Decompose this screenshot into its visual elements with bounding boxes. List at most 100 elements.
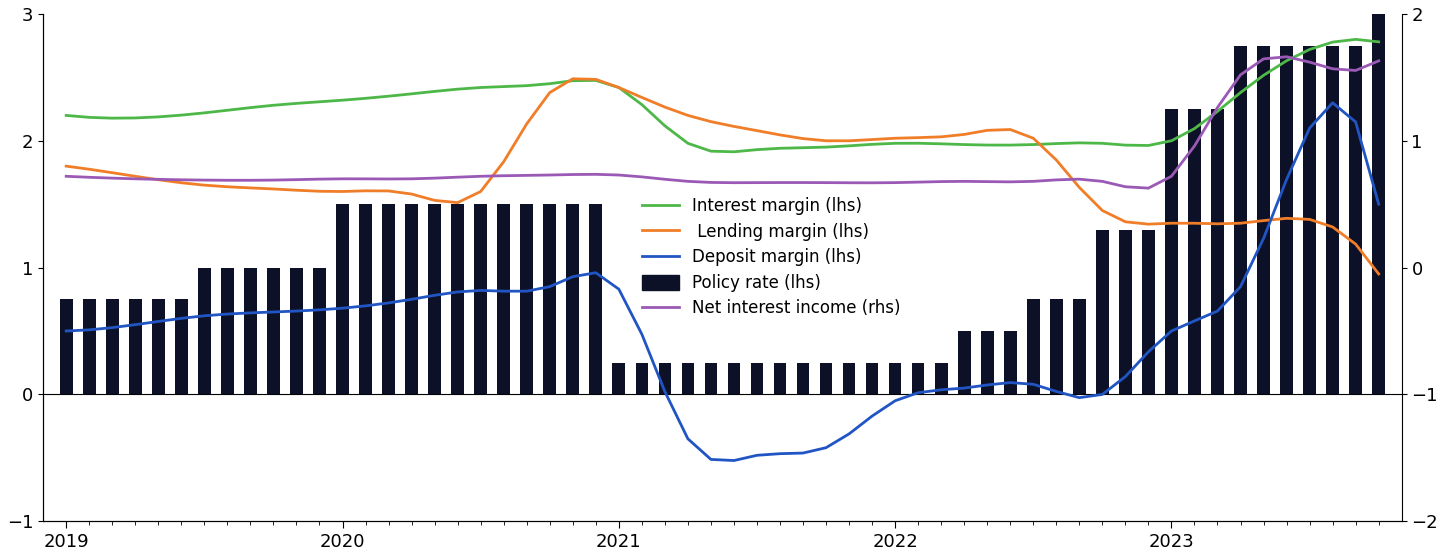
 Lending margin (lhs) xyxy=(380,187,397,194)
Bar xyxy=(1211,109,1224,395)
Bar xyxy=(935,363,948,395)
Bar xyxy=(866,363,879,395)
Bar xyxy=(682,363,694,395)
Bar xyxy=(1097,229,1108,395)
Bar xyxy=(750,363,763,395)
Bar xyxy=(405,204,418,395)
Bar xyxy=(1188,109,1201,395)
Interest margin (lhs) xyxy=(380,93,397,99)
Bar xyxy=(1051,299,1062,395)
Line: Deposit margin (lhs): Deposit margin (lhs) xyxy=(66,103,1379,460)
Net interest income (rhs) xyxy=(357,176,374,182)
Bar xyxy=(705,363,717,395)
Bar xyxy=(105,299,118,395)
Line:  Lending margin (lhs): Lending margin (lhs) xyxy=(66,79,1379,274)
Net interest income (rhs) xyxy=(380,176,397,182)
Bar xyxy=(1303,46,1316,395)
 Lending margin (lhs) xyxy=(58,163,75,170)
Deposit margin (lhs) xyxy=(1300,125,1318,132)
Bar xyxy=(566,204,579,395)
Bar xyxy=(337,204,348,395)
Bar xyxy=(497,204,510,395)
Net interest income (rhs) xyxy=(1140,185,1157,191)
Bar xyxy=(842,363,855,395)
Bar xyxy=(267,268,280,395)
Bar xyxy=(1118,229,1131,395)
 Lending margin (lhs) xyxy=(1186,220,1204,227)
Bar xyxy=(1234,46,1247,395)
Bar xyxy=(912,363,925,395)
Deposit margin (lhs) xyxy=(725,457,743,464)
Bar xyxy=(543,204,556,395)
Bar xyxy=(796,363,809,395)
Bar xyxy=(383,204,394,395)
Bar xyxy=(1373,14,1384,395)
Net interest income (rhs) xyxy=(1324,65,1341,72)
Line: Interest margin (lhs): Interest margin (lhs) xyxy=(66,40,1379,152)
Net interest income (rhs) xyxy=(1186,143,1204,150)
Bar xyxy=(1280,46,1293,395)
Deposit margin (lhs) xyxy=(1186,318,1204,324)
Bar xyxy=(1327,46,1340,395)
Net interest income (rhs) xyxy=(1277,54,1295,60)
Interest margin (lhs) xyxy=(1186,125,1204,132)
Bar xyxy=(613,363,626,395)
Interest margin (lhs) xyxy=(357,95,374,102)
Interest margin (lhs) xyxy=(725,148,743,155)
Bar xyxy=(59,299,72,395)
Interest margin (lhs) xyxy=(1347,36,1364,43)
Bar xyxy=(221,268,234,395)
Bar xyxy=(198,268,211,395)
Interest margin (lhs) xyxy=(1370,39,1387,45)
Net interest income (rhs) xyxy=(1370,57,1387,64)
 Lending margin (lhs) xyxy=(564,75,581,82)
Bar xyxy=(889,363,902,395)
Bar xyxy=(290,268,303,395)
 Lending margin (lhs) xyxy=(1324,224,1341,230)
Bar xyxy=(728,363,740,395)
Bar xyxy=(981,331,994,395)
 Lending margin (lhs) xyxy=(1370,271,1387,277)
Bar xyxy=(1165,109,1178,395)
Bar xyxy=(428,204,441,395)
Interest margin (lhs) xyxy=(1300,46,1318,53)
Bar xyxy=(1074,299,1085,395)
 Lending margin (lhs) xyxy=(955,131,972,138)
 Lending margin (lhs) xyxy=(1048,157,1065,163)
Bar xyxy=(590,204,603,395)
Bar xyxy=(314,268,325,395)
Interest margin (lhs) xyxy=(955,141,972,148)
Bar xyxy=(819,363,832,395)
Bar xyxy=(1027,299,1039,395)
Bar xyxy=(520,204,533,395)
Bar xyxy=(636,363,649,395)
Interest margin (lhs) xyxy=(1048,140,1065,147)
Interest margin (lhs) xyxy=(58,112,75,119)
Bar xyxy=(175,299,188,395)
Legend: Interest margin (lhs),  Lending margin (lhs), Deposit margin (lhs), Policy rate : Interest margin (lhs), Lending margin (l… xyxy=(636,191,907,324)
Net interest income (rhs) xyxy=(932,178,949,185)
Bar xyxy=(773,363,786,395)
Deposit margin (lhs) xyxy=(380,300,397,306)
Bar xyxy=(1004,331,1017,395)
Bar xyxy=(1142,229,1155,395)
Deposit margin (lhs) xyxy=(955,384,972,391)
Deposit margin (lhs) xyxy=(357,302,374,309)
Bar xyxy=(958,331,971,395)
Deposit margin (lhs) xyxy=(58,328,75,334)
Bar xyxy=(659,363,672,395)
Bar xyxy=(360,204,371,395)
Bar xyxy=(152,299,165,395)
Deposit margin (lhs) xyxy=(1370,201,1387,208)
Line: Net interest income (rhs): Net interest income (rhs) xyxy=(66,57,1379,188)
Bar xyxy=(129,299,142,395)
Deposit margin (lhs) xyxy=(1048,388,1065,395)
Bar xyxy=(1350,46,1363,395)
Bar xyxy=(244,268,257,395)
Net interest income (rhs) xyxy=(1025,178,1042,185)
Bar xyxy=(82,299,95,395)
 Lending margin (lhs) xyxy=(357,187,374,194)
Net interest income (rhs) xyxy=(58,173,75,180)
Bar xyxy=(474,204,487,395)
Bar xyxy=(451,204,464,395)
